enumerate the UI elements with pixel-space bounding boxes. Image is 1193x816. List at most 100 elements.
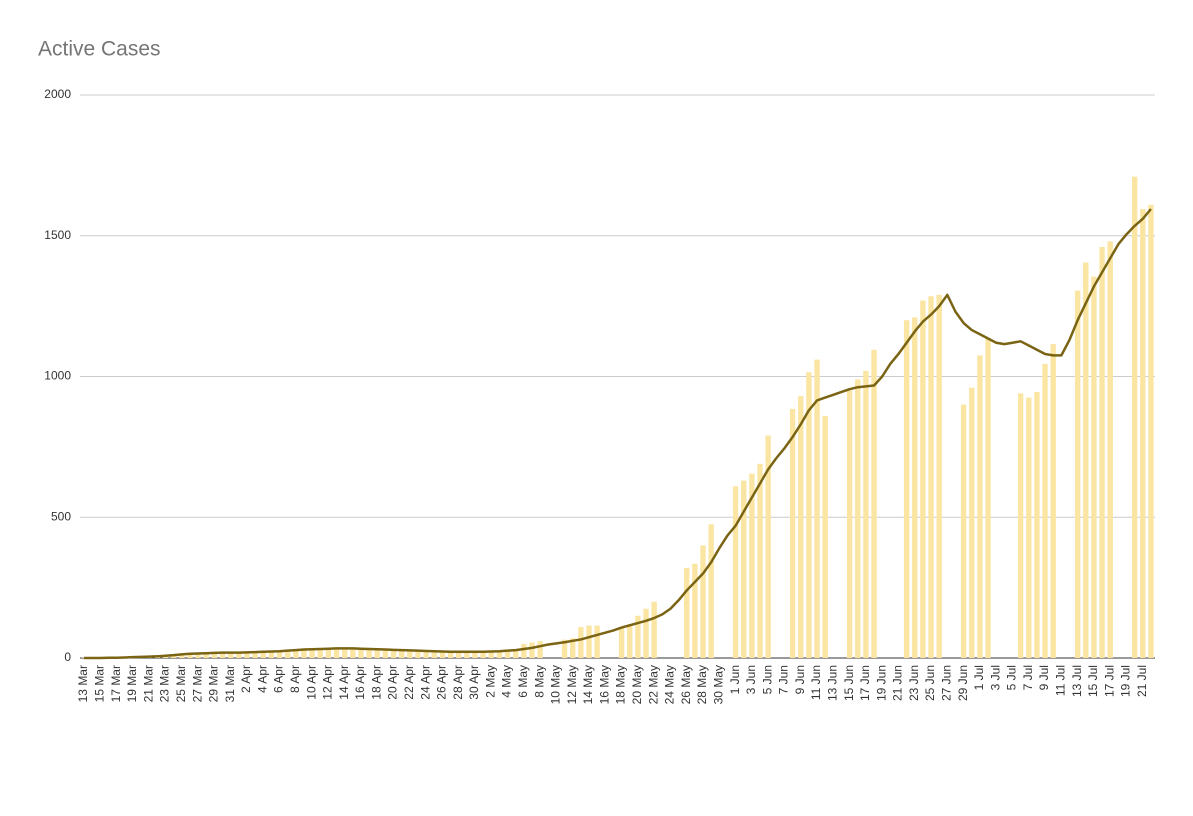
bar bbox=[700, 545, 706, 658]
bar bbox=[447, 651, 454, 658]
bar bbox=[741, 480, 747, 658]
y-tick-label: 500 bbox=[51, 509, 71, 523]
bar bbox=[382, 649, 389, 658]
bar bbox=[513, 648, 519, 658]
x-tick-label: 2 May bbox=[483, 665, 497, 698]
x-tick-label: 14 Apr bbox=[337, 665, 351, 700]
bar bbox=[846, 390, 853, 658]
bar bbox=[903, 320, 910, 658]
bar bbox=[496, 650, 503, 658]
x-tick-label: 4 Apr bbox=[255, 665, 269, 693]
bar bbox=[268, 651, 275, 658]
x-tick-label: 29 Mar bbox=[207, 665, 221, 702]
x-tick-label: 28 Apr bbox=[451, 665, 465, 700]
y-tick-label: 1500 bbox=[44, 228, 71, 242]
bar bbox=[1107, 241, 1113, 658]
bar bbox=[765, 435, 771, 658]
bar bbox=[570, 638, 576, 658]
bar bbox=[855, 379, 861, 658]
bar bbox=[203, 653, 209, 658]
x-tick-label: 25 Jun bbox=[923, 665, 937, 701]
bar bbox=[749, 473, 755, 658]
x-tick-label: 19 Jun bbox=[874, 665, 888, 701]
line bbox=[84, 208, 1152, 660]
bar bbox=[317, 648, 323, 658]
bar bbox=[333, 648, 340, 658]
y-tick-label: 1000 bbox=[44, 369, 71, 383]
bar bbox=[1074, 290, 1081, 658]
x-tick-label: 10 May bbox=[549, 665, 563, 704]
x-tick-label: 8 Apr bbox=[288, 665, 302, 693]
bar bbox=[651, 601, 657, 658]
x-tick-label: 5 Jun bbox=[760, 665, 774, 694]
bar bbox=[341, 648, 348, 658]
bar bbox=[1140, 209, 1146, 658]
x-tick-label: 24 Apr bbox=[418, 665, 432, 700]
x-tick-label: 17 Jun bbox=[858, 665, 872, 701]
bar bbox=[227, 652, 234, 658]
bar bbox=[374, 649, 380, 658]
bar bbox=[814, 359, 820, 658]
bar bbox=[822, 415, 828, 658]
x-tick-label: 28 May bbox=[695, 665, 709, 704]
bar bbox=[863, 370, 869, 658]
bar bbox=[936, 294, 942, 658]
x-tick-label: 21 Jun bbox=[891, 665, 905, 701]
x-tick-label: 12 Apr bbox=[321, 665, 335, 700]
bar bbox=[301, 648, 307, 658]
bar bbox=[439, 651, 446, 658]
bar bbox=[350, 648, 356, 658]
bar bbox=[618, 627, 625, 658]
bar bbox=[244, 652, 250, 658]
x-tick-label: 7 Jun bbox=[777, 665, 791, 694]
y-tick-label: 2000 bbox=[44, 87, 71, 101]
x-tick-label: 4 May bbox=[500, 665, 514, 698]
x-tick-label: 23 Jun bbox=[907, 665, 921, 701]
bar bbox=[635, 615, 641, 658]
bar bbox=[407, 650, 413, 658]
bar bbox=[960, 404, 967, 658]
bar bbox=[325, 648, 332, 658]
x-tick-label: 21 Jul bbox=[1135, 665, 1149, 697]
bar bbox=[684, 567, 690, 658]
bar bbox=[578, 627, 584, 658]
bar bbox=[561, 639, 568, 658]
x-tick-label: 15 Mar bbox=[93, 665, 107, 702]
x-tick-label: 6 May bbox=[516, 665, 530, 698]
bar bbox=[529, 642, 535, 658]
x-tick-label: 13 Jun bbox=[825, 665, 839, 701]
x-tick-label: 9 Jun bbox=[793, 665, 807, 694]
bar bbox=[504, 650, 511, 658]
x-tick-label: 19 Mar bbox=[125, 665, 139, 702]
bar bbox=[537, 641, 543, 658]
x-tick-label: 17 Jul bbox=[1102, 665, 1116, 697]
x-tick-label: 22 May bbox=[646, 665, 660, 704]
bar bbox=[692, 563, 698, 658]
x-tick-label: 1 Jul bbox=[972, 665, 986, 690]
bar bbox=[594, 625, 600, 658]
x-tick-label: 26 Apr bbox=[435, 665, 449, 700]
bar bbox=[1034, 391, 1040, 658]
x-tick-label: 13 Mar bbox=[76, 665, 90, 702]
bar bbox=[871, 349, 877, 658]
bar bbox=[977, 355, 983, 658]
bar bbox=[236, 652, 242, 658]
bar bbox=[806, 372, 812, 658]
x-tick-label: 11 Jul bbox=[1054, 665, 1068, 696]
bar bbox=[293, 649, 299, 658]
bar bbox=[276, 650, 283, 658]
x-tick-label: 14 May bbox=[581, 665, 595, 704]
bar bbox=[985, 338, 991, 658]
bar bbox=[1050, 344, 1056, 658]
x-tick-label: 26 May bbox=[679, 665, 693, 704]
bar bbox=[211, 653, 218, 658]
bar bbox=[472, 651, 478, 658]
x-tick-label: 15 Jul bbox=[1086, 665, 1100, 697]
bar bbox=[1042, 363, 1048, 658]
bar bbox=[366, 649, 372, 658]
bar bbox=[732, 486, 739, 658]
bar bbox=[170, 655, 177, 658]
bar bbox=[219, 652, 226, 658]
